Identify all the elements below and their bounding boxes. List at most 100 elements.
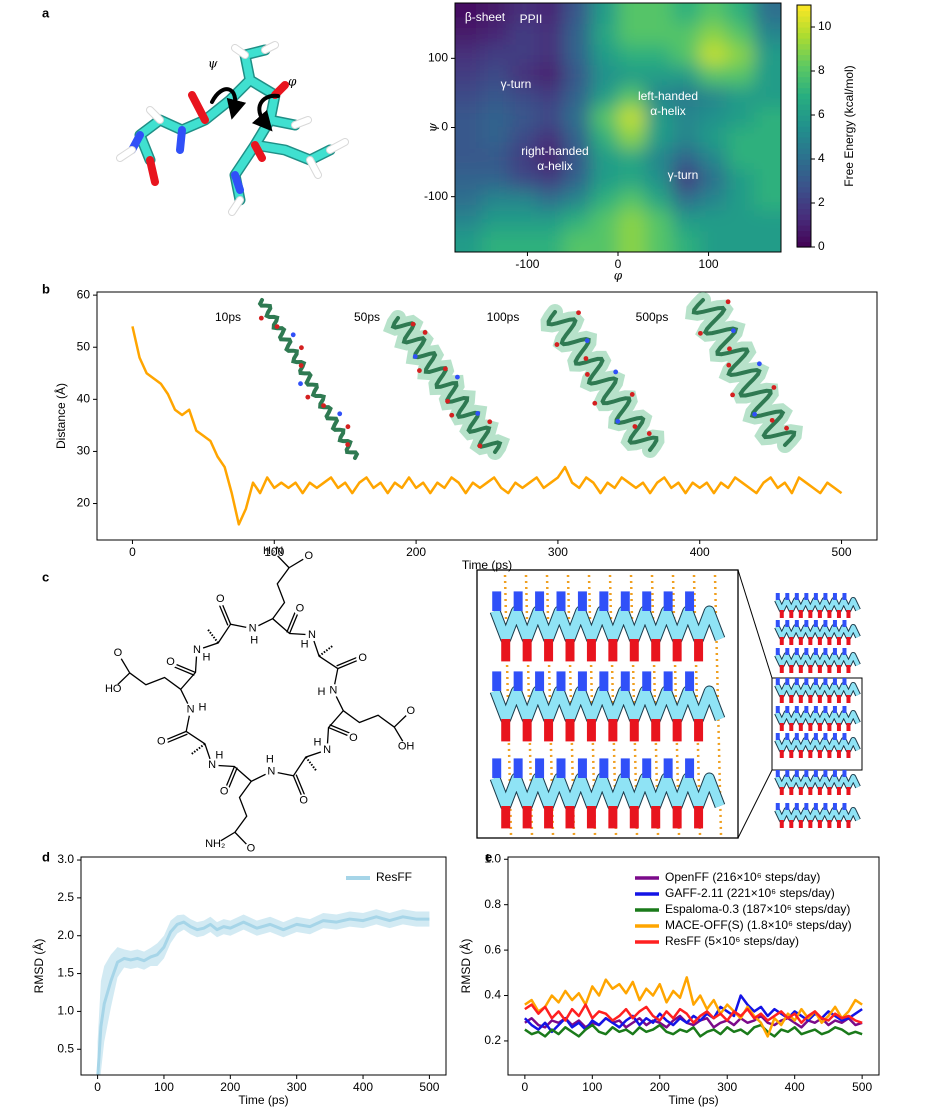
heatmap-cell: [482, 3, 511, 25]
heatmap-cell: [590, 210, 619, 233]
heatmap-cell: [726, 210, 755, 233]
carbonyl-bond: [336, 656, 358, 667]
colorbar-segment: [797, 208, 811, 215]
helix-atom: [410, 321, 416, 327]
side-bond: [393, 726, 405, 744]
atom-label: O: [220, 785, 229, 797]
heatmap-cell: [590, 231, 619, 252]
heatmap-cell: [645, 106, 674, 129]
legend-label: ResFF (5×10⁶ steps/day): [665, 934, 799, 948]
colorbar-segment: [797, 93, 811, 100]
y-tick-label: 0: [441, 120, 448, 134]
helix-atom: [290, 332, 296, 338]
heatmap-cell: [753, 23, 781, 46]
heatmap-cell: [536, 3, 565, 25]
heatmap-cell: [536, 86, 565, 108]
heatmap-cell: [590, 3, 619, 25]
heatmap-cell: [455, 210, 484, 233]
atom-mask: [111, 646, 125, 660]
heatmap-cell: [672, 23, 701, 46]
heatmap-cell: [509, 210, 538, 233]
panel-label: b: [42, 281, 50, 296]
carbonyl-bond: [295, 774, 306, 796]
atom-mask: [266, 544, 280, 558]
helix-atom: [417, 368, 422, 373]
helix-atom: [299, 345, 304, 351]
atom-mask: [154, 735, 168, 749]
heatmap-cell: [699, 65, 728, 87]
heatmap-cell: [699, 210, 728, 233]
atom-mask: [404, 704, 418, 718]
heatmap-cell: [509, 231, 538, 252]
ring-bonds: [179, 617, 345, 783]
helix-backbone: [257, 298, 360, 460]
heatmap-cell: [536, 210, 565, 233]
heatmap-cell: [726, 169, 755, 191]
side-chain: [342, 710, 395, 728]
y-axis-label: RMSD (Å): [31, 939, 46, 994]
torsion-label: φ: [288, 75, 297, 89]
atom-label: N: [308, 629, 316, 641]
strand: [775, 625, 860, 639]
side-bond: [275, 553, 290, 569]
legend-label: OpenFF (216×10⁶ steps/day): [665, 870, 820, 884]
carbonyl-bond: [218, 604, 229, 626]
x-tick-label: 100: [699, 257, 719, 271]
helix-atom: [449, 412, 455, 418]
atom-label: O: [406, 705, 415, 717]
x-tick-label: 200: [406, 545, 426, 559]
data-line: [524, 1023, 863, 1038]
helix-atom: [321, 403, 326, 408]
atom-label: N: [187, 703, 195, 715]
y-tick-label: 40: [77, 391, 91, 405]
colorbar-segment: [797, 164, 811, 171]
snapshot-label: 10ps: [215, 310, 241, 324]
panel-label: e: [485, 849, 492, 864]
carbonyl-bond: [292, 775, 303, 797]
colorbar-tick-label: 0: [818, 239, 825, 253]
methyl-bond: [318, 644, 335, 657]
heatmap-cell: [618, 3, 647, 25]
heatmap-cell: [455, 65, 484, 87]
colorbar-segment: [797, 225, 811, 232]
legend-label: MACE-OFF(S) (1.8×10⁶ steps/day): [665, 918, 852, 932]
helix-atom: [727, 346, 732, 352]
x-tick-label: 500: [852, 1080, 872, 1094]
heatmap-cell: [455, 44, 484, 67]
colorbar-tick-label: 2: [818, 195, 825, 209]
atom-label: N: [329, 685, 337, 697]
colorbar-segment: [797, 5, 811, 12]
heatmap-cell: [590, 23, 619, 46]
colorbar-segment: [797, 197, 811, 204]
colorbar-segment: [797, 98, 811, 105]
heatmap-cell: [509, 3, 538, 25]
helix-backbone: [546, 310, 659, 452]
heatmap-cell: [563, 23, 592, 46]
atom-mask: [184, 702, 198, 716]
colorbar-tick-label: 10: [818, 19, 832, 33]
crystal-packing: [476, 569, 863, 839]
heatmap-cell: [509, 106, 538, 129]
colorbar-segment: [797, 109, 811, 116]
atom-label: H: [314, 737, 322, 749]
annotation: α-helix: [537, 159, 573, 173]
carbonyl-bond: [337, 659, 359, 670]
atom-mask: [190, 643, 204, 657]
atom-label: O: [114, 647, 123, 659]
colorbar-segment: [797, 153, 811, 160]
colorbar-tick-label: 4: [818, 151, 825, 165]
heatmap-cell: [699, 169, 728, 191]
heatmap-cell: [563, 65, 592, 87]
heatmap-cell: [618, 169, 647, 191]
side-bond: [119, 656, 131, 674]
heatmap-cell: [455, 231, 484, 252]
heatmap-cell: [509, 65, 538, 87]
heatmap-cell: [753, 65, 781, 87]
atom-mask: [326, 684, 340, 698]
carbonyl-bond: [225, 766, 236, 788]
strand: [775, 683, 860, 697]
heatmap-cell: [645, 231, 674, 252]
snapshot-label: 50ps: [354, 310, 380, 324]
y-axis-label: Distance (Å): [53, 383, 68, 449]
colorbar-segment: [797, 148, 811, 155]
